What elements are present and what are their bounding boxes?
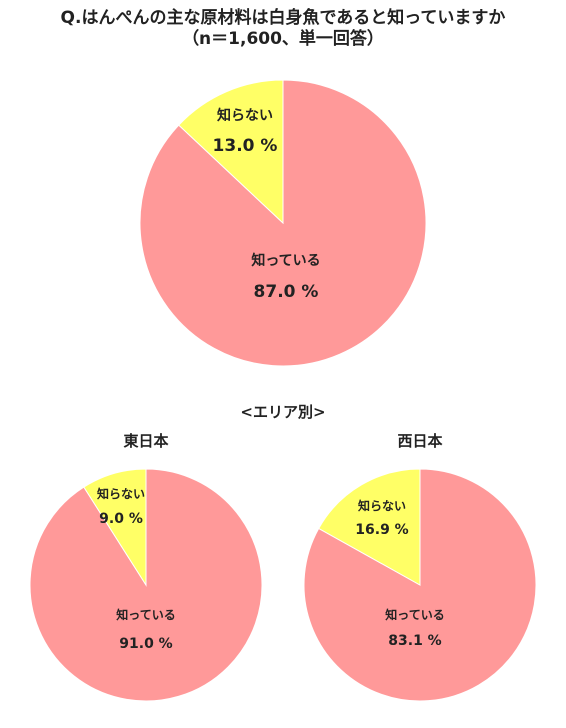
slice-value-know: 83.1 %	[388, 633, 441, 649]
pie-slice-dont-know	[318, 468, 421, 586]
area-heading: <エリア別>	[240, 403, 326, 421]
pie-chart-overall: 知っている 87.0 % 知らない 13.0 %	[139, 79, 427, 367]
chart-title-line-2: （n＝1,600、単一回答）	[182, 29, 384, 49]
pie-slice-dont-know	[83, 468, 147, 587]
slice-label-dont-know: 知らない	[357, 498, 406, 513]
west-japan-title: 西日本	[397, 432, 443, 450]
east-japan-title: 東日本	[123, 432, 169, 450]
slice-value-dont-know: 13.0 %	[213, 136, 278, 156]
slice-value-know: 91.0 %	[119, 636, 172, 652]
chart-title-line-1: Q.はんぺんの主な原材料は白身魚であると知っていますか	[60, 8, 506, 28]
slice-value-dont-know: 9.0 %	[99, 511, 143, 527]
slice-label-know: 知っている	[384, 607, 444, 622]
pie-slice-dont-know	[178, 79, 284, 225]
pie-chart-west-japan: 知っている 83.1 % 知らない 16.9 %	[303, 468, 537, 702]
slice-label-dont-know: 知らない	[217, 107, 273, 124]
slice-value-dont-know: 16.9 %	[355, 522, 408, 538]
pie-chart-east-japan: 知っている 91.0 % 知らない 9.0 %	[29, 468, 263, 702]
slice-label-know: 知っている	[115, 607, 175, 622]
pie-slice-know	[139, 79, 427, 367]
slice-value-know: 87.0 %	[254, 282, 319, 302]
slice-label-dont-know: 知らない	[96, 486, 145, 501]
slice-label-know: 知っている	[251, 252, 320, 269]
